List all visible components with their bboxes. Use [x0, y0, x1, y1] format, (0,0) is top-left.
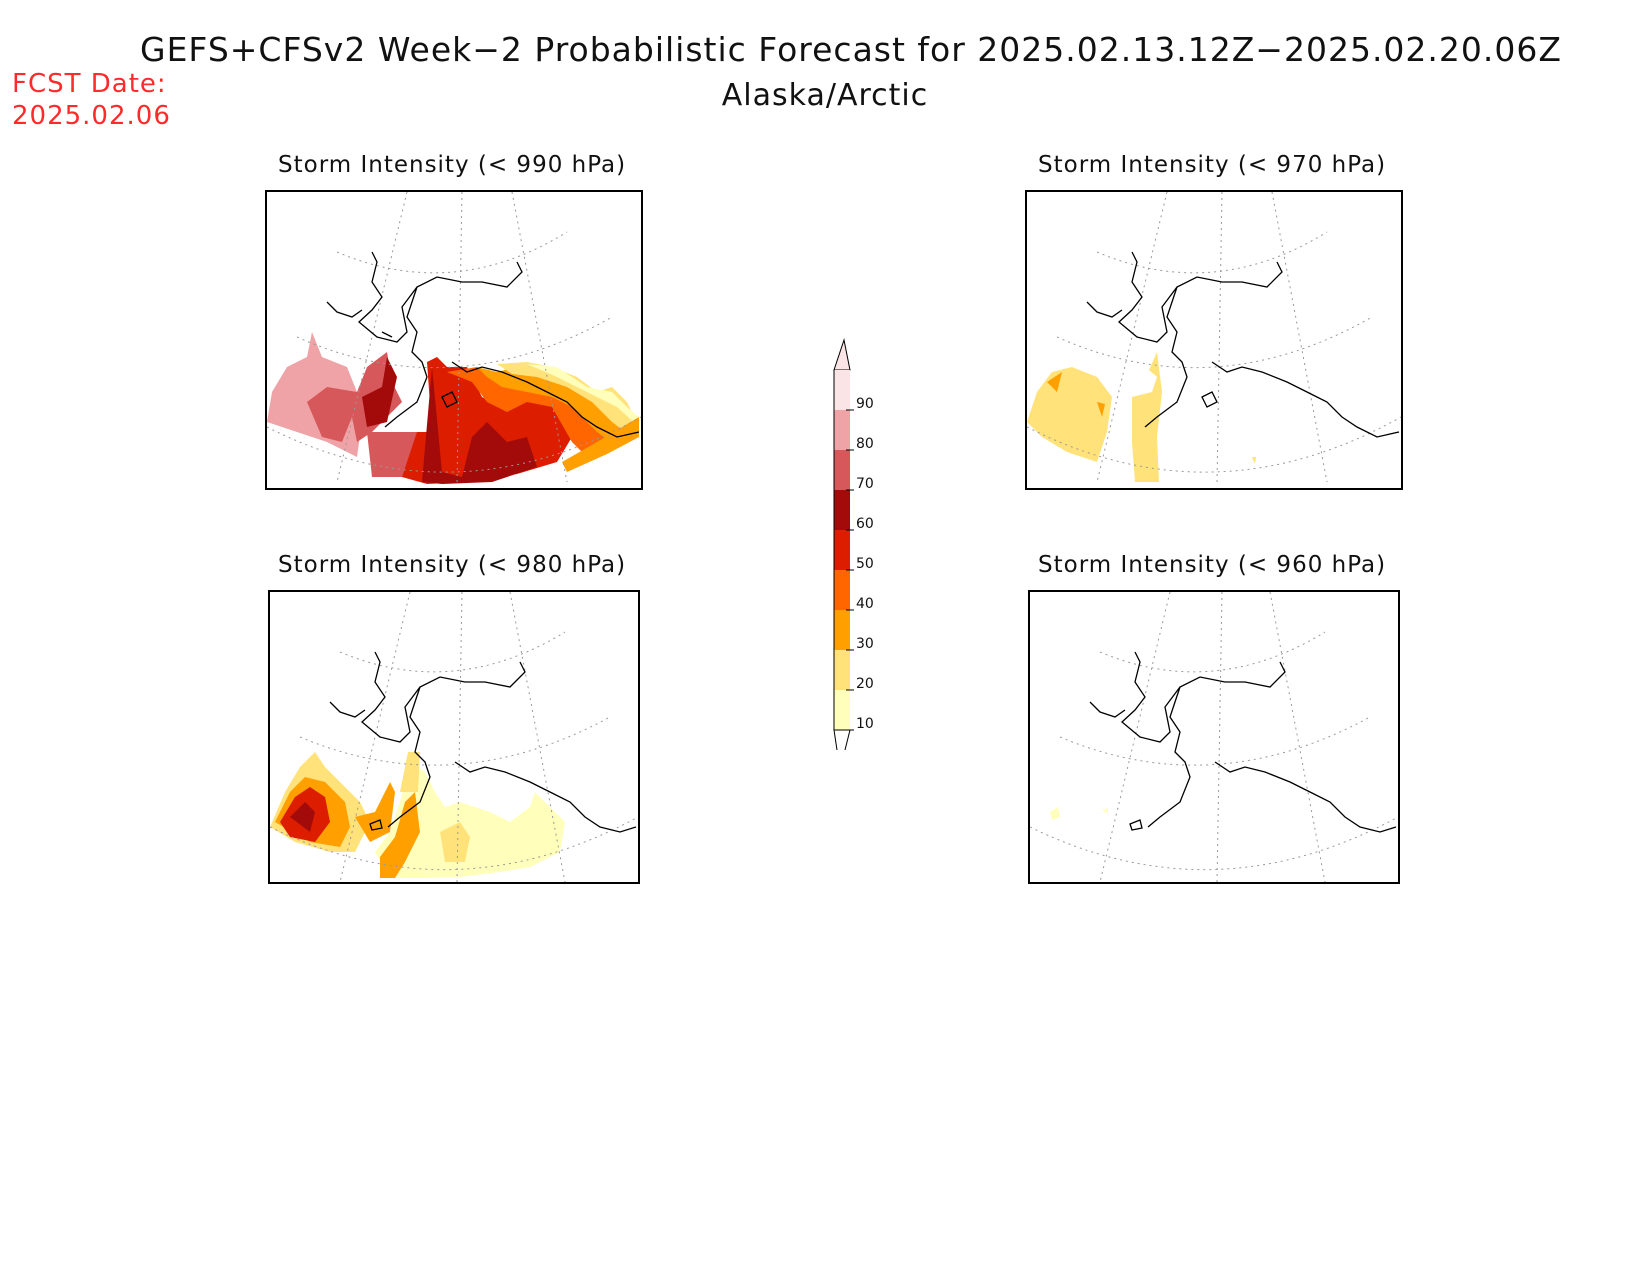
colorbar-label: 40 [856, 596, 874, 612]
map-panel-980 [268, 590, 640, 884]
probability-shading-960 [1050, 807, 1108, 820]
colorbar-top-extension [833, 338, 851, 371]
map-990 [267, 192, 641, 484]
forecast-date-value: 2025.02.06 [12, 101, 171, 131]
colorbar-swatch [834, 370, 850, 410]
colorbar-swatch [834, 410, 850, 450]
probability-shading-990 [267, 332, 639, 484]
forecast-title: GEFS+CFSv2 Week−2 Probabilistic Forecast… [140, 30, 1562, 69]
colorbar-swatches: 90 80 70 60 50 40 30 20 10 [833, 338, 874, 771]
colorbar-label: 20 [856, 676, 874, 692]
map-960 [1030, 592, 1398, 882]
forecast-date: FCST Date: 2025.02.06 [12, 68, 171, 132]
region-subtitle: Alaska/Arctic [721, 78, 929, 113]
graticule-970 [1027, 192, 1401, 483]
colorbar-label: 10 [856, 716, 874, 732]
colorbar-label: 60 [856, 516, 874, 532]
colorbar-label: 80 [856, 436, 874, 452]
colorbar-label: 30 [856, 636, 874, 652]
colorbar-label: 90 [856, 396, 874, 412]
map-panel-970 [1025, 190, 1403, 490]
map-panel-990 [265, 190, 643, 490]
colorbar-swatch [834, 450, 850, 490]
colorbar-label: 50 [856, 556, 874, 572]
graticule-960 [1030, 592, 1398, 882]
colorbar-swatch [834, 650, 850, 690]
coastline-960 [1089, 651, 1397, 833]
probability-shading-970 [1027, 352, 1256, 482]
coastline-990 [326, 251, 640, 438]
graticule-990 [267, 192, 641, 483]
coastline-970 [1086, 251, 1400, 438]
coastline-980 [329, 651, 637, 833]
colorbar-swatch [834, 530, 850, 570]
map-980 [270, 592, 638, 882]
colorbar-swatch [834, 570, 850, 610]
colorbar-label: 70 [856, 476, 874, 492]
map-panel-960 [1028, 590, 1400, 884]
probability-shading-980 [270, 752, 565, 878]
forecast-date-label: FCST Date: [12, 69, 167, 99]
panel-title-990: Storm Intensity (< 990 hPa) [278, 152, 627, 178]
panel-title-960: Storm Intensity (< 960 hPa) [1038, 552, 1387, 578]
panel-title-980: Storm Intensity (< 980 hPa) [278, 552, 627, 578]
map-970 [1027, 192, 1401, 483]
colorbar-bottom-extension [833, 729, 851, 771]
colorbar-swatch [834, 690, 850, 730]
colorbar-swatch [834, 490, 850, 530]
colorbar-swatch [834, 610, 850, 650]
graticule-980 [270, 592, 638, 882]
colorbar: 90 80 70 60 50 40 30 20 10 [820, 330, 900, 771]
panel-title-970: Storm Intensity (< 970 hPa) [1038, 152, 1387, 178]
